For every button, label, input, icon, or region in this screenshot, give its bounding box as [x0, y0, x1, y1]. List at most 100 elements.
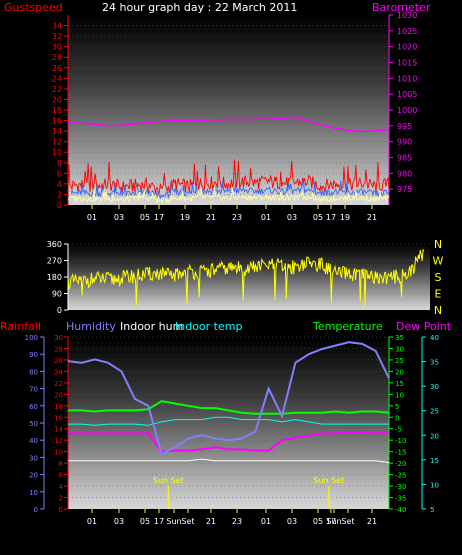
windspeed-low-line	[67, 187, 390, 204]
x-tick-label: Sun	[166, 517, 181, 526]
x-tick-label: 23	[232, 213, 242, 222]
plot-area	[68, 337, 389, 509]
humidity-tick-label: 100	[25, 334, 38, 342]
y-tick-label: 26	[52, 64, 62, 73]
x-tick-label: 03	[114, 213, 124, 222]
y-tick-label: 0	[57, 201, 62, 210]
y-tick-label: 18	[52, 106, 62, 115]
x-tick-label: 21	[206, 517, 216, 526]
x-tick-label: 03	[114, 517, 124, 526]
y-tick-label: 4	[57, 180, 62, 189]
x-tick-label: 01	[87, 517, 97, 526]
humidity-tick-label: 20	[29, 472, 38, 480]
dew-tick-label: 30	[430, 383, 439, 391]
y2-tick-label: 985	[397, 154, 412, 163]
humidity-tick-label: 80	[29, 368, 38, 376]
sunset-label: Sun Set	[153, 476, 184, 485]
x-tick-label: 03	[287, 517, 297, 526]
legend-temperature: Temperature	[312, 320, 383, 333]
chart-title: 24 hour graph day : 22 March 2011	[102, 1, 297, 14]
legend-indoor-temp: Indoor temp	[175, 320, 242, 333]
humidity-tick-label: 70	[29, 386, 38, 394]
temp-tick-label: 25	[395, 357, 404, 365]
y-tick-label: 90	[52, 290, 62, 299]
y-tick-label: 24	[52, 74, 62, 83]
wind-direction-line	[67, 248, 425, 307]
x-tick-label: 05	[313, 213, 323, 222]
direction-label-w: W	[433, 255, 444, 268]
y2-tick-label: 1020	[397, 43, 417, 52]
humidity-tick-label: 90	[29, 351, 38, 359]
y-tick-label: 12	[52, 138, 62, 147]
temp-tick-label: -5	[395, 426, 402, 434]
humidity-tick-label: 40	[29, 437, 38, 445]
y2-tick-label: 990	[397, 138, 412, 147]
temp-tick-label: 10	[395, 391, 404, 399]
gustspeed-axis-label: Gustspeed	[4, 1, 63, 14]
humidity-tick-label: 10	[29, 489, 38, 497]
y-tick-label: 360	[47, 240, 62, 249]
dew-tick-label: 20	[430, 432, 439, 440]
temperature-line	[68, 400, 390, 415]
dew-tick-label: 10	[430, 481, 439, 489]
rain-tick-label: 10	[54, 449, 63, 457]
temp-tick-label: -40	[395, 506, 406, 514]
direction-label-e: E	[435, 288, 442, 301]
sunset-label: Sun Set	[313, 476, 344, 485]
x-tick-label: 01	[87, 213, 97, 222]
direction-label-n: N	[434, 304, 442, 317]
x-tick-label: 17	[326, 213, 336, 222]
legend-humidity: Humidity	[66, 320, 116, 333]
humidity-line	[67, 341, 390, 456]
humidity-tick-label: 50	[29, 420, 38, 428]
x-tick-label: Set	[341, 517, 354, 526]
legend-dew-point: Dew Point	[396, 320, 452, 333]
y-tick-label: 32	[52, 32, 62, 41]
temp-tick-label: -10	[395, 437, 406, 445]
rain-tick-label: 8	[59, 460, 63, 468]
rain-tick-label: 16	[54, 414, 63, 422]
y-tick-label: 22	[52, 85, 62, 94]
wind-barometer-panel: 0246810121416182022242628303234975980985…	[52, 11, 418, 222]
humidity-tick-label: 0	[34, 506, 38, 514]
y-tick-label: 30	[52, 43, 62, 52]
rain-tick-label: 30	[54, 334, 63, 342]
x-tick-label: 05	[140, 517, 150, 526]
temp-tick-label: -20	[395, 460, 406, 468]
rain-tick-label: 24	[54, 368, 63, 376]
legend-indoor-hum: Indoor hum	[120, 320, 183, 333]
x-tick-label: 17	[154, 213, 164, 222]
dew-tick-label: 5	[430, 506, 434, 514]
temp-tick-label: 30	[395, 345, 404, 353]
y2-tick-label: 980	[397, 169, 412, 178]
dew-tick-label: 25	[430, 408, 439, 416]
indoor-temp-line	[68, 416, 389, 426]
y-tick-label: 2	[57, 190, 62, 199]
y2-tick-label: 1025	[397, 27, 417, 36]
temp-tick-label: 20	[395, 368, 404, 376]
temp-tick-label: 0	[395, 414, 399, 422]
indoor-hum-line	[68, 458, 390, 464]
temp-tick-label: 5	[395, 403, 399, 411]
y-tick-label: 0	[57, 306, 62, 315]
x-tick-label: 05	[140, 213, 150, 222]
y2-tick-label: 975	[397, 185, 412, 194]
humidity-tick-label: 30	[29, 454, 38, 462]
x-tick-label: 17	[154, 517, 164, 526]
windspeed-line	[67, 180, 390, 201]
x-tick-label: 23	[232, 517, 242, 526]
x-tick-label: 03	[287, 213, 297, 222]
barometer-axis-label: Barometer	[372, 1, 431, 14]
dew-tick-label: 15	[430, 457, 439, 465]
x-tick-label: 01	[261, 517, 271, 526]
y-tick-label: 28	[52, 53, 62, 62]
y-tick-label: 10	[52, 148, 62, 157]
temp-tick-label: -35	[395, 495, 406, 503]
dew-tick-label: 40	[430, 334, 439, 342]
x-tick-label: 19	[340, 213, 350, 222]
y-tick-label: 6	[57, 169, 62, 178]
direction-label-n: N	[434, 238, 442, 251]
rain-tick-label: 14	[54, 426, 63, 434]
